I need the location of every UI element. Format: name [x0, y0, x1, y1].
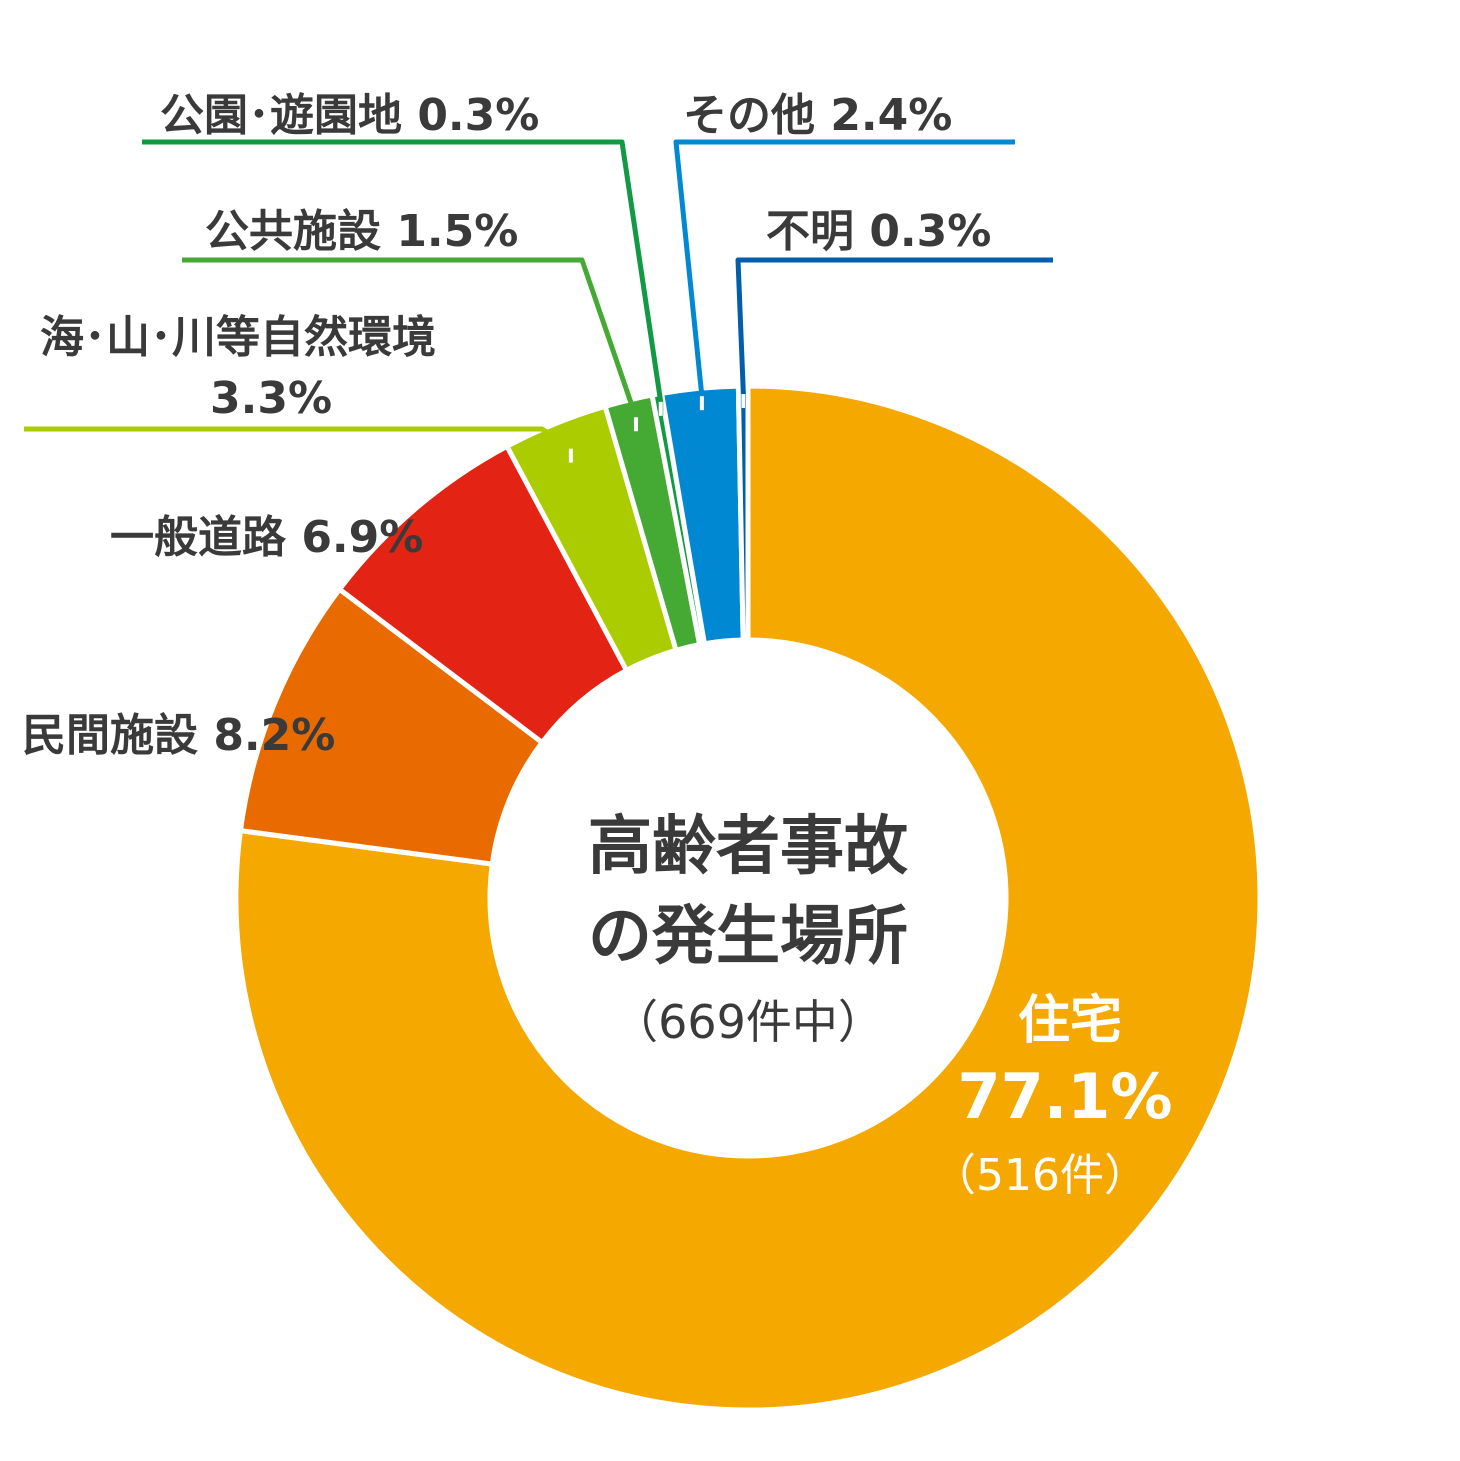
leader-other — [673, 139, 1015, 411]
label-road: 一般道路 6.9% — [110, 512, 423, 563]
donut-slices — [233, 383, 1263, 1413]
label-park: 公園･遊園地 0.3% — [160, 90, 539, 141]
label-other: その他 2.4% — [683, 90, 952, 141]
center-title-line2: の発生場所 — [588, 900, 908, 974]
center-title-line1: 高齢者事故 — [588, 810, 908, 884]
label-nature-line1: 海･山･川等自然環境 — [40, 312, 436, 363]
slice-house — [233, 383, 1263, 1413]
label-house-name: 住宅 — [1018, 991, 1122, 1051]
label-house-count: （516件） — [932, 1150, 1148, 1201]
label-unknown: 不明 0.3% — [766, 206, 991, 257]
label-public: 公共施設 1.5% — [205, 206, 518, 257]
label-private: 民間施設 8.2% — [22, 710, 335, 761]
center-subtitle: （669件中） — [612, 995, 884, 1049]
label-house-pct: 77.1% — [957, 1060, 1172, 1133]
leader-lines — [24, 139, 1053, 463]
label-nature-line2: 3.3% — [210, 373, 332, 424]
